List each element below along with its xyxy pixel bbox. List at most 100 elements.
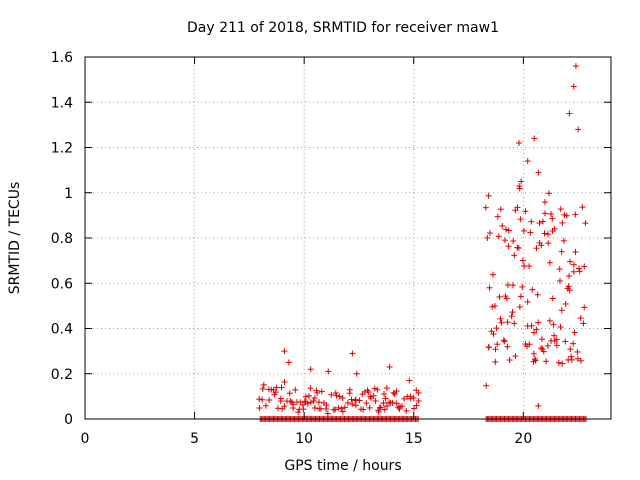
data-point — [415, 397, 422, 404]
data-point — [503, 226, 510, 233]
data-point — [333, 392, 340, 399]
data-point — [566, 287, 573, 294]
data-point — [494, 341, 501, 348]
data-point — [407, 395, 414, 402]
data-point — [567, 258, 574, 265]
data-point — [372, 397, 379, 404]
data-point — [546, 317, 553, 324]
x-tick-label: 0 — [81, 431, 90, 447]
data-point — [545, 190, 552, 197]
data-point — [562, 338, 569, 345]
data-point — [349, 401, 356, 408]
data-point — [307, 399, 314, 406]
data-point — [503, 295, 510, 302]
data-point — [557, 324, 564, 331]
data-point — [509, 309, 516, 316]
data-point — [572, 63, 579, 70]
data-point — [375, 408, 382, 415]
data-point — [577, 315, 584, 322]
data-point — [522, 208, 529, 215]
data-point — [256, 404, 263, 411]
y-tick-label: 1.4 — [51, 95, 73, 111]
data-point — [544, 231, 551, 238]
data-point — [509, 282, 516, 289]
data-point — [557, 206, 564, 213]
data-point — [306, 392, 313, 399]
data-point — [519, 283, 526, 290]
data-point — [527, 229, 534, 236]
data-point — [274, 405, 281, 412]
data-point — [287, 398, 294, 405]
y-axis-label: SRMTID / TECUs — [7, 182, 23, 295]
data-point — [560, 237, 567, 244]
data-point — [512, 353, 519, 360]
data-point — [570, 261, 577, 268]
data-point — [494, 213, 501, 220]
data-point — [484, 234, 491, 241]
data-point — [295, 409, 302, 416]
data-point — [535, 169, 542, 176]
data-point — [300, 406, 307, 413]
data-point — [576, 268, 583, 275]
data-point — [558, 248, 565, 255]
data-point — [486, 230, 493, 237]
data-point — [551, 225, 558, 232]
data-point — [581, 304, 588, 311]
data-point — [556, 266, 563, 273]
data-point — [500, 337, 507, 344]
data-point — [526, 341, 533, 348]
data-point — [403, 407, 410, 414]
data-point — [297, 399, 304, 406]
data-point — [311, 395, 318, 402]
data-point — [277, 395, 284, 402]
x-tick-labels: 0 5 10 15 20 — [81, 431, 533, 447]
data-point — [299, 401, 306, 408]
data-point — [489, 303, 496, 310]
data-point — [311, 404, 318, 411]
data-point — [517, 293, 524, 300]
data-point — [259, 396, 266, 403]
data-point — [377, 404, 384, 411]
data-point — [324, 410, 331, 417]
data-point — [565, 283, 572, 290]
data-point — [356, 397, 363, 404]
data-point — [489, 271, 496, 278]
data-point — [572, 248, 579, 255]
data-point — [519, 257, 526, 264]
data-point — [486, 284, 493, 291]
data-point — [529, 286, 536, 293]
data-point — [549, 215, 556, 222]
data-point — [370, 392, 377, 399]
data-point — [493, 325, 500, 332]
data-point — [325, 368, 332, 375]
data-point — [582, 220, 589, 227]
data-point — [504, 319, 511, 326]
data-point — [581, 263, 588, 270]
grid — [85, 57, 611, 419]
data-point — [535, 402, 542, 409]
data-point — [346, 390, 353, 397]
data-point — [406, 377, 413, 384]
data-point — [540, 348, 547, 355]
data-point — [492, 346, 499, 353]
y-tick-label: 0.2 — [51, 367, 73, 383]
data-point — [273, 384, 280, 391]
data-point — [381, 390, 388, 397]
data-point — [524, 158, 531, 165]
data-point — [566, 272, 573, 279]
data-point — [516, 185, 523, 192]
plot-frame — [84, 56, 612, 420]
data-point — [516, 182, 523, 189]
data-point — [543, 358, 550, 365]
data-point — [580, 320, 587, 327]
x-tick-label: 10 — [295, 431, 313, 447]
data-point — [504, 343, 511, 350]
data-point — [579, 204, 586, 211]
data-point — [338, 405, 345, 412]
data-point — [278, 384, 285, 391]
data-point — [526, 263, 533, 270]
data-point — [497, 206, 504, 213]
data-point — [483, 382, 490, 389]
y-tick-label: 0 — [64, 412, 73, 428]
data-point — [266, 397, 273, 404]
